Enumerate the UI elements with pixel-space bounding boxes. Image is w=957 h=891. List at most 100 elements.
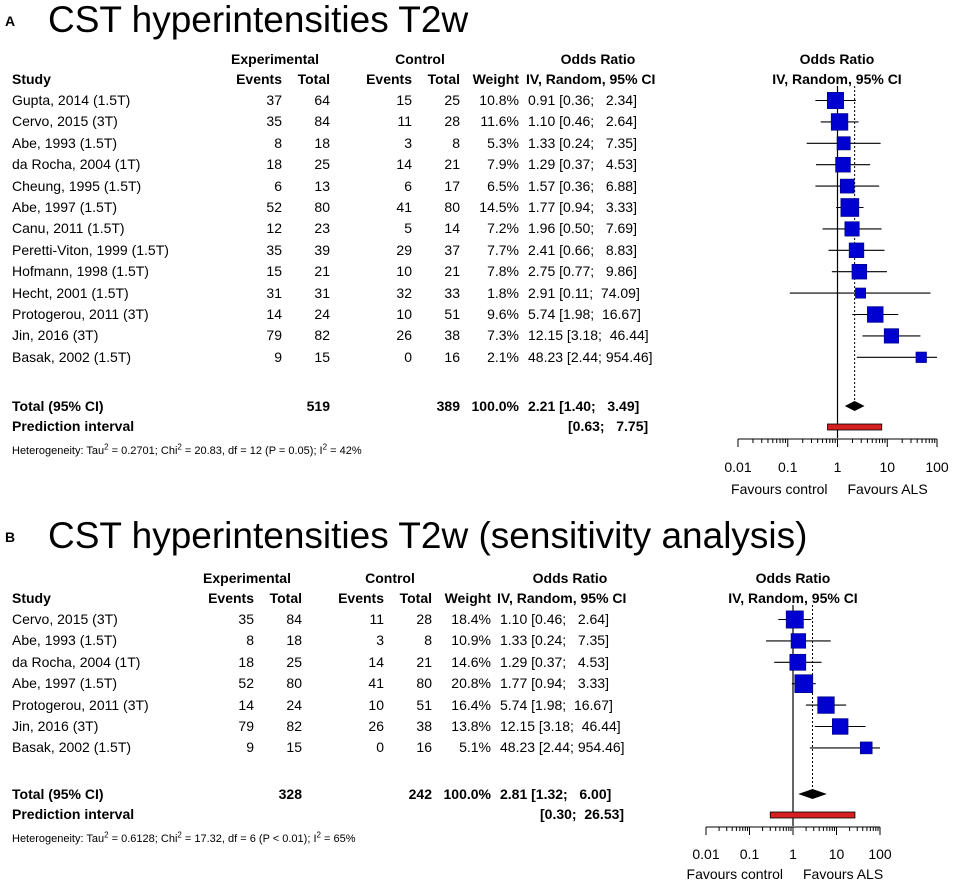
prediction-ci: [0.63; 7.75]: [568, 418, 649, 434]
ctl-total: 16: [444, 349, 460, 365]
header-odds-ratio: Odds Ratio: [532, 570, 608, 586]
study-weight: 7.9%: [487, 156, 519, 172]
exp-total: 24: [314, 306, 330, 322]
ctl-total: 14: [444, 220, 460, 236]
study-name: Basak, 2002 (1.5T): [12, 349, 132, 365]
study-box: [790, 633, 807, 649]
header-weight: Weight: [444, 590, 491, 606]
tick-label: 100: [925, 459, 949, 475]
total-exp-total: 519: [306, 398, 330, 414]
study-box: [789, 653, 807, 671]
study-box: [851, 263, 868, 280]
header-exp-total: Total: [297, 71, 330, 87]
study-box: [839, 178, 855, 194]
prediction-interval-bar: [769, 811, 856, 819]
exp-total: 25: [286, 654, 302, 670]
study-ci: 1.96 [0.50; 7.69]: [528, 220, 637, 236]
study-box: [835, 156, 851, 173]
exp-events: 15: [266, 263, 282, 279]
header-ctl-events: Events: [366, 71, 412, 87]
ctl-events: 32: [396, 285, 412, 301]
exp-events: 14: [266, 306, 282, 322]
pooled-diamond: [844, 401, 865, 411]
study-ci: 1.33 [0.24; 7.35]: [500, 632, 609, 648]
panel-label: B: [5, 529, 16, 545]
study-name: Peretti-Viton, 1999 (1.5T): [12, 242, 169, 258]
header-study: Study: [12, 71, 51, 87]
study-box: [785, 610, 804, 629]
ctl-total: 38: [416, 718, 432, 734]
ctl-events: 15: [396, 92, 412, 108]
study-name: da Rocha, 2004 (1T): [12, 156, 141, 172]
study-box: [831, 718, 849, 735]
ctl-total: 21: [416, 654, 432, 670]
forest-panel-a: A CST hyperintensities T2w Experimental …: [5, 0, 949, 497]
ctl-events: 6: [404, 178, 412, 194]
favours-control-label: Favours control: [731, 481, 827, 497]
ctl-events: 14: [368, 654, 384, 670]
exp-total: 21: [314, 263, 330, 279]
ctl-events: 0: [404, 349, 412, 365]
study-name: Canu, 2011 (1.5T): [12, 220, 125, 236]
study-name: Cheung, 1995 (1.5T): [12, 178, 142, 194]
study-ci: 0.91 [0.36; 2.34]: [528, 92, 637, 108]
study-ci: 1.29 [0.37; 4.53]: [528, 156, 637, 172]
tick-label: 0.01: [724, 459, 751, 475]
ctl-events: 5: [404, 220, 412, 236]
study-name: Jin, 2016 (3T): [12, 718, 99, 734]
exp-total: 39: [314, 242, 330, 258]
study-name: Abe, 1993 (1.5T): [12, 135, 118, 151]
panel-label: A: [5, 13, 16, 29]
study-box: [794, 674, 814, 693]
header-method: IV, Random, 95% CI: [497, 590, 627, 606]
ctl-events: 3: [376, 632, 384, 648]
exp-events: 35: [238, 611, 254, 627]
study-ci: 1.10 [0.46; 2.64]: [500, 611, 609, 627]
forest-plot-a: 0.01 0.1 1 10 100 Favours control Favours ALS: [724, 86, 949, 497]
prediction-interval-bar: [827, 423, 883, 431]
study-box: [848, 242, 865, 258]
study-name: Abe, 1997 (1.5T): [12, 675, 118, 691]
header-ctl-events: Events: [338, 590, 384, 606]
header-exp-events: Events: [208, 590, 254, 606]
study-ci: 5.74 [1.98; 16.67]: [528, 306, 641, 322]
study-name: Cervo, 2015 (3T): [12, 113, 118, 129]
ctl-total: 51: [444, 306, 460, 322]
ctl-events: 26: [368, 718, 384, 734]
heterogeneity-text: Heterogeneity: Tau2 = 0.2701; Chi2 = 20.…: [12, 442, 362, 457]
ctl-total: 33: [444, 285, 460, 301]
exp-total: 82: [286, 718, 302, 734]
exp-total: 24: [286, 697, 302, 713]
study-box: [826, 92, 844, 109]
study-box: [840, 198, 860, 217]
ctl-events: 0: [376, 739, 384, 755]
tick-label: 0.01: [692, 846, 719, 862]
exp-events: 37: [266, 92, 282, 108]
study-box: [855, 287, 866, 299]
exp-events: 18: [266, 156, 282, 172]
study-weight: 13.8%: [451, 718, 491, 734]
ctl-total: 28: [444, 113, 460, 129]
exp-events: 12: [266, 220, 282, 236]
exp-events: 79: [266, 327, 282, 343]
exp-events: 52: [266, 199, 282, 215]
study-weight: 5.3%: [487, 135, 519, 151]
exp-events: 79: [238, 718, 254, 734]
study-ci: 1.57 [0.36; 6.88]: [528, 178, 637, 194]
study-weight: 20.8%: [451, 675, 491, 691]
exp-total: 84: [286, 611, 302, 627]
ctl-events: 11: [369, 611, 384, 627]
header-odds-ratio: Odds Ratio: [560, 51, 636, 67]
header-weight: Weight: [472, 71, 519, 87]
header-exp-events: Events: [236, 71, 282, 87]
ctl-total: 38: [444, 327, 460, 343]
study-name: da Rocha, 2004 (1T): [12, 654, 141, 670]
exp-total: 23: [314, 220, 330, 236]
ctl-total: 80: [416, 675, 432, 691]
exp-total: 25: [314, 156, 330, 172]
study-name: Abe, 1993 (1.5T): [12, 632, 118, 648]
exp-total: 80: [314, 199, 330, 215]
tick-label: 10: [879, 459, 895, 475]
exp-events: 6: [274, 178, 282, 194]
tick-label: 1: [834, 459, 842, 475]
